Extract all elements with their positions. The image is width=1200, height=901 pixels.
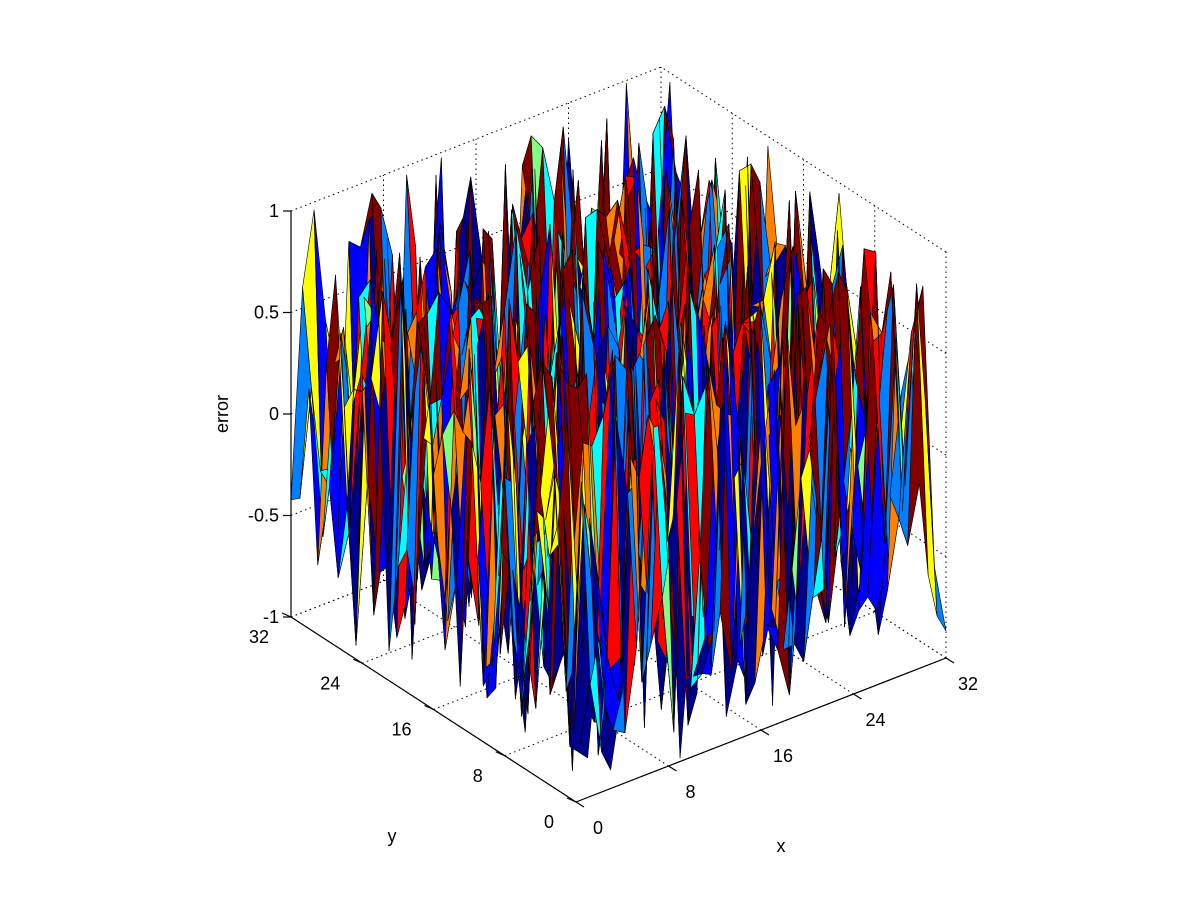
z-tick-label: 1 [269, 201, 279, 221]
x-tick-label: 8 [685, 782, 695, 802]
x-tick-label: 24 [865, 710, 885, 730]
y-tick [424, 704, 434, 711]
x-tick [853, 693, 862, 700]
x-tick [575, 801, 585, 808]
x-axis-label: x [777, 836, 786, 856]
error-surface [290, 82, 947, 771]
axes [281, 210, 955, 808]
y-tick [566, 797, 577, 803]
z-tick-label: -1 [263, 607, 279, 627]
y-tick-label: 0 [544, 812, 554, 832]
surface-facet [925, 404, 947, 632]
x-tick-label: 0 [593, 818, 603, 838]
y-tick [495, 751, 505, 757]
wall-grid-line [290, 66, 662, 212]
y-tick-label: 8 [473, 766, 483, 786]
x-tick-label: 16 [773, 746, 793, 766]
z-axis-label: error [212, 395, 232, 433]
z-tick-label: 0 [269, 404, 279, 424]
x-tick-label: 32 [958, 674, 978, 694]
y-axis-label: y [388, 826, 397, 846]
x-tick [945, 657, 955, 664]
y-tick [281, 612, 292, 618]
floor-grid-line [504, 611, 875, 757]
y-tick [353, 658, 363, 664]
z-tick-label: -0.5 [248, 506, 279, 526]
z-tick-label: 0.5 [254, 303, 279, 323]
tick-labels: -1 -0.5 0 0.5 1 0 8 16 24 32 0 8 16 24 32 [248, 201, 978, 838]
y-tick-label: 16 [391, 720, 411, 740]
y-tick-label: 32 [249, 627, 269, 647]
y-tick-label: 24 [320, 673, 340, 693]
x-tick [668, 765, 677, 772]
x-tick [760, 729, 770, 736]
